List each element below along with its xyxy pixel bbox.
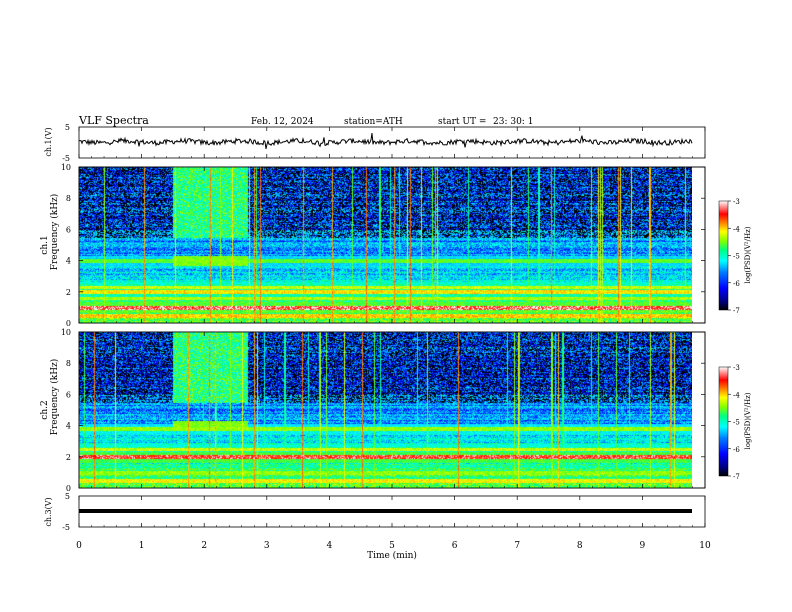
ch2-frequency-ylabel: Frequency (kHz) [49,359,60,436]
ch1-frequency-ylabel: Frequency (kHz) [49,194,60,271]
time-tick-label: 5 [389,541,395,551]
start-ut-label: start UT = [438,117,486,127]
colorbar-tick-label: -3 [733,364,740,372]
figure-title: VLF Spectra [78,114,149,127]
colorbar-tick-label: -4 [733,391,740,399]
ch1-channel-label: ch.1 [40,235,50,254]
colorbar-tick-label: -7 [733,473,740,481]
frequency-tick-label: 6 [66,390,71,399]
ch3-ytick-bottom: -5 [62,523,70,532]
colorbar-tick-label: -7 [733,307,740,315]
start-ut-time: 23: 30: 1 [493,117,533,127]
frequency-tick-label: 10 [61,163,71,172]
ch1-waveform-trace [78,133,693,150]
colorbar-tick-label: -5 [733,419,740,427]
frequency-tick-label: 10 [61,328,71,337]
ch3-ytick-top: 5 [65,492,70,501]
ch1-colorbar [718,200,729,311]
time-axis-ticks: 0 1 2 3 4 5 6 7 8 9 10 [76,127,711,551]
station-label: station=ATH [344,117,403,127]
ch3-waveform-ylabel: ch.3(V) [44,497,53,526]
ch2-channel-label: ch.2 [40,400,50,419]
frequency-tick-label: 0 [66,319,71,328]
ch2-spectrogram-image [79,332,692,488]
time-tick-label: 7 [514,541,520,551]
time-tick-label: 9 [640,541,646,551]
ch1-waveform-panel: 5 -5 ch.1(V) [44,123,706,163]
time-tick-label: 6 [452,541,458,551]
ch1-ytick-bottom: -5 [62,154,70,163]
colorbar-tick-label: -6 [733,446,740,454]
ch1-frequency-ticks: 0 2 4 6 8 10 [61,163,705,328]
time-tick-label: 2 [201,541,207,551]
ch3-waveform-trace [79,509,692,513]
ch3-waveform-panel: 5 -5 ch.3(V) [44,492,706,532]
ch1-colorbar-label: log(PSD)(V²/Hz) [744,226,752,283]
ch2-colorbar-label: log(PSD)(V²/Hz) [744,392,752,449]
time-tick-label: 10 [699,541,711,551]
time-tick-label: 3 [264,541,270,551]
colorbar-tick-label: -5 [733,253,740,261]
date-label: Feb. 12, 2024 [251,117,314,127]
frequency-tick-label: 8 [66,359,71,368]
colorbar-tick-label: -6 [733,280,740,288]
colorbar-tick-label: -4 [733,225,740,233]
time-tick-label: 4 [327,541,333,551]
ch1-waveform-ylabel: ch.1(V) [44,127,53,156]
ch1-colorbar-ticks: -3 -4 -5 -6 -7 [728,198,740,315]
frequency-tick-label: 6 [66,225,71,234]
ch2-colorbar [718,366,729,477]
frequency-tick-label: 2 [66,453,71,462]
frequency-tick-label: 4 [66,257,71,266]
frequency-tick-label: 8 [66,194,71,203]
time-tick-label: 1 [139,541,145,551]
ch2-frequency-ticks: 0 2 4 6 8 10 [61,328,705,493]
ch1-spectrogram-image [79,167,692,323]
time-tick-label: 8 [577,541,583,551]
time-axis-label: Time (min) [367,550,417,561]
colorbar-tick-label: -3 [733,198,740,206]
ch1-ytick-top: 5 [65,123,70,132]
frequency-tick-label: 0 [66,484,71,493]
frequency-tick-label: 4 [66,422,71,431]
frequency-tick-label: 2 [66,288,71,297]
time-tick-label: 0 [76,541,82,551]
ch2-colorbar-ticks: -3 -4 -5 -6 -7 [728,364,740,481]
